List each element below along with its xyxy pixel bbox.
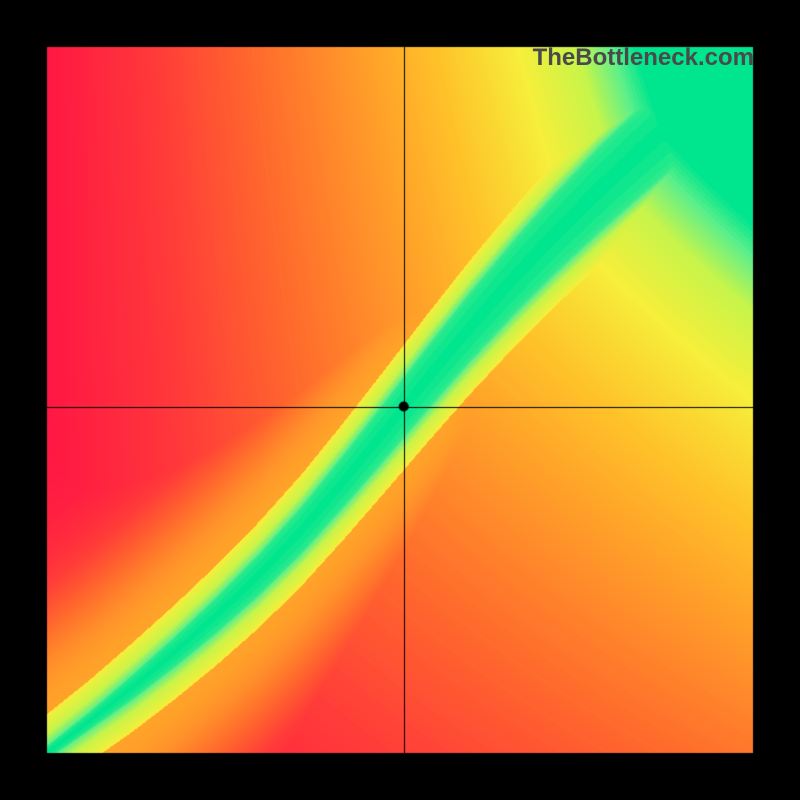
chart-container: { "canvas": { "width": 800, "height": 80…: [0, 0, 800, 800]
bottleneck-heatmap: [0, 0, 800, 800]
watermark-text: TheBottleneck.com: [533, 44, 754, 72]
